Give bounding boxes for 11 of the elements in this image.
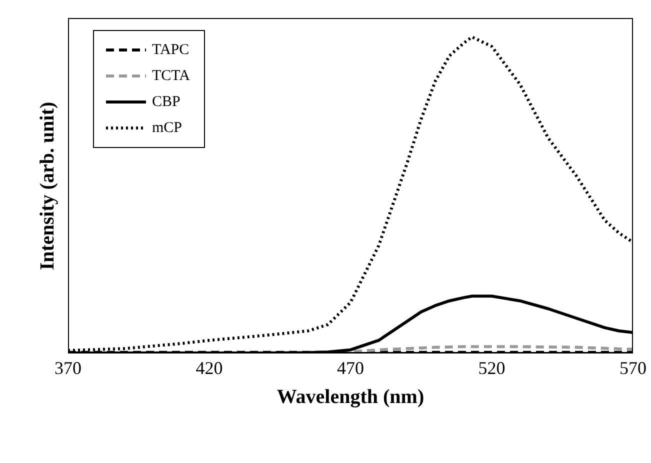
legend-label: CBP (152, 94, 180, 110)
y-axis-title: Intensity (arb. unit) (36, 101, 60, 270)
x-tick-label: 420 (196, 358, 223, 378)
x-axis-title: Wavelength (nm) (276, 386, 424, 408)
legend-label: TCTA (152, 68, 190, 84)
x-tick-label: 470 (337, 358, 364, 378)
legend-label: mCP (152, 120, 182, 136)
x-tick-label: 520 (478, 358, 506, 378)
x-tick-label: 370 (54, 358, 82, 378)
x-tick-label: 570 (620, 358, 646, 378)
legend-label: TAPC (152, 42, 190, 58)
